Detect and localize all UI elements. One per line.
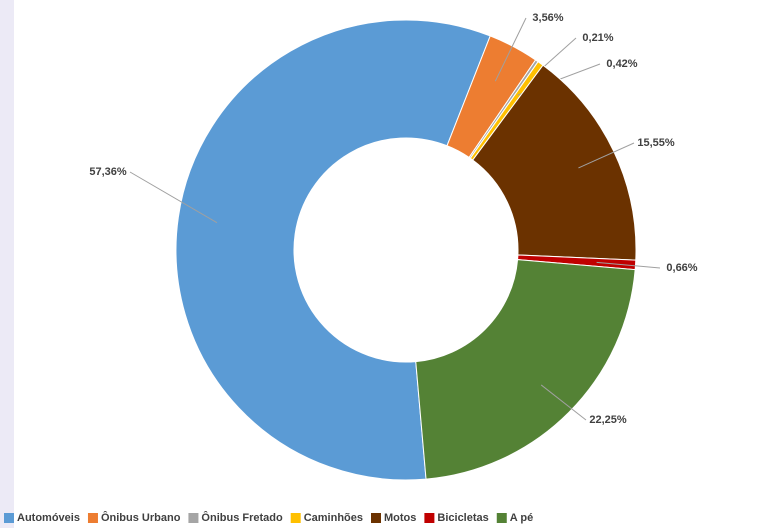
legend-label: A pé (510, 512, 533, 524)
legend-swatch (496, 513, 507, 523)
data-label: 0,66% (666, 262, 697, 274)
legend-label: Motos (384, 512, 416, 524)
data-label: 3,56% (532, 12, 563, 24)
legend-swatch (87, 513, 98, 523)
slice (415, 259, 636, 480)
data-label: 22,25% (589, 414, 627, 426)
edge (0, 0, 14, 528)
slice (472, 64, 637, 261)
data-label: 0,21% (582, 32, 613, 44)
legend-swatch (371, 513, 381, 523)
legend-label: Ônibus Fretado (201, 511, 283, 524)
legend-swatch (424, 513, 435, 523)
leader-line (578, 142, 635, 169)
data-label: 15,55% (637, 137, 675, 149)
legend-swatch (188, 513, 199, 523)
legend-label: Caminhões (304, 512, 363, 524)
data-label: 57,36% (89, 166, 127, 178)
data-label: 0,42% (606, 58, 637, 70)
legend-label: Automóveis (17, 512, 80, 524)
leader-line (596, 261, 661, 269)
leader-line (540, 384, 587, 421)
legend-label: Bicicletas (437, 512, 488, 524)
legend-label: Ônibus Urbano (101, 511, 181, 524)
leader-line (129, 171, 218, 224)
leader-line (494, 17, 527, 82)
slice (175, 19, 491, 481)
legend-swatch (4, 513, 14, 523)
legend-swatch (290, 513, 301, 523)
